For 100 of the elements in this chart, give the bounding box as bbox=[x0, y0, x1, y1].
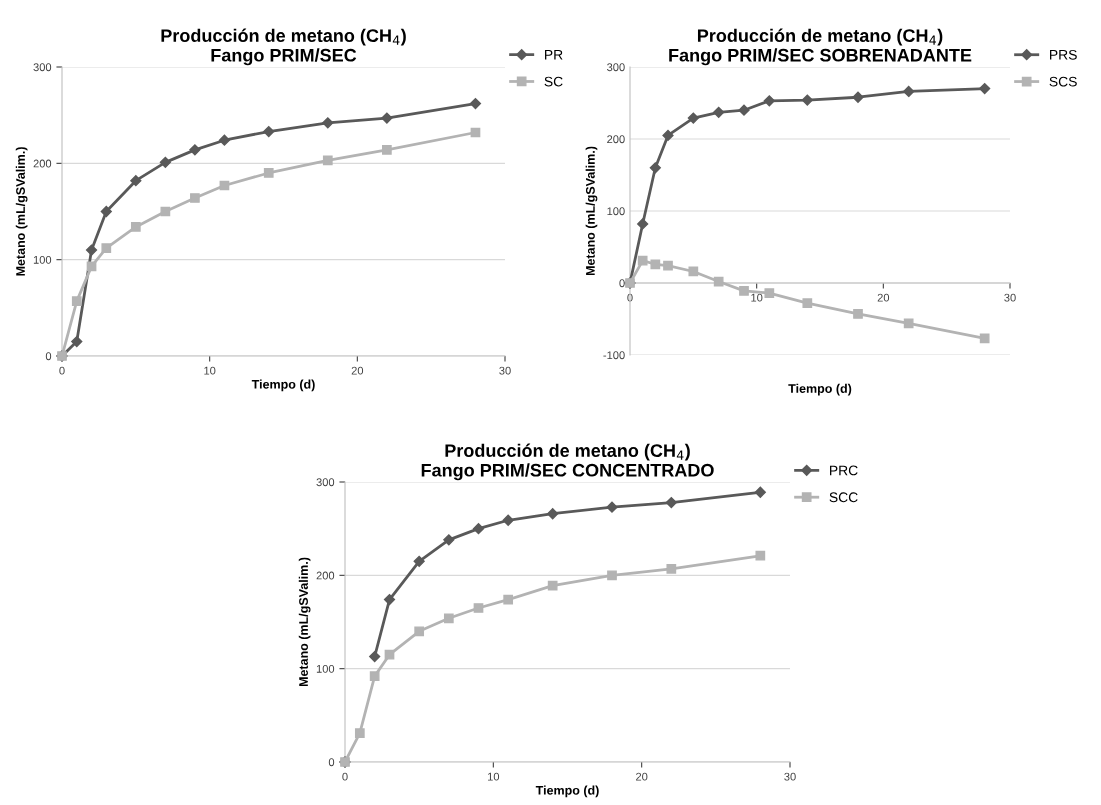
point bbox=[503, 594, 514, 605]
point bbox=[979, 82, 991, 95]
point bbox=[369, 650, 381, 663]
point bbox=[764, 288, 775, 298]
point bbox=[903, 318, 914, 329]
point bbox=[649, 162, 661, 174]
y-tick-label: 0 bbox=[328, 758, 335, 767]
legend-label: SCS bbox=[1049, 76, 1077, 87]
y-axis-title: Metano (mL/gSValim.) bbox=[585, 146, 598, 276]
point bbox=[607, 570, 617, 581]
legend-label: PR bbox=[545, 49, 563, 60]
x-tick-label: 0 bbox=[342, 772, 348, 781]
x-tick-label: 20 bbox=[351, 366, 364, 375]
point bbox=[369, 671, 380, 681]
point bbox=[322, 117, 334, 129]
x-tick-label: 10 bbox=[488, 772, 500, 781]
y-tick-label: 100 bbox=[316, 664, 335, 673]
point bbox=[979, 333, 990, 344]
point bbox=[547, 580, 558, 591]
x-tick-label: 0 bbox=[59, 366, 65, 375]
legend-label: PRS bbox=[1050, 49, 1077, 60]
point bbox=[322, 155, 333, 166]
point bbox=[71, 335, 83, 348]
point bbox=[469, 98, 482, 110]
x-tick-label: 30 bbox=[784, 772, 796, 781]
x-tick-label: 0 bbox=[627, 293, 633, 302]
point bbox=[130, 222, 141, 232]
point bbox=[354, 728, 365, 738]
point bbox=[100, 205, 112, 218]
point bbox=[382, 144, 392, 155]
point bbox=[606, 501, 618, 513]
point bbox=[190, 193, 200, 203]
legend-label: SC bbox=[544, 76, 563, 87]
point bbox=[472, 523, 485, 535]
y-tick-label: 200 bbox=[33, 159, 52, 168]
point bbox=[687, 112, 699, 124]
point bbox=[739, 286, 749, 296]
point bbox=[637, 255, 648, 266]
point bbox=[218, 134, 231, 146]
y-tick-label: 300 bbox=[33, 63, 52, 72]
y-axis-title: Metano (mL/gSValim.) bbox=[298, 557, 311, 687]
point bbox=[713, 106, 725, 118]
chart-title: Producción de metano (CH$_{4}$) Fango PRIM/SEC bbox=[161, 28, 406, 66]
y-tick-label: 0 bbox=[619, 279, 625, 288]
point bbox=[263, 125, 275, 138]
point bbox=[130, 175, 142, 187]
point bbox=[381, 112, 393, 124]
point bbox=[263, 168, 274, 178]
point bbox=[473, 603, 484, 613]
point bbox=[763, 95, 775, 107]
x-tick-label: 30 bbox=[499, 366, 511, 375]
y-tick-label: 100 bbox=[33, 255, 52, 264]
x-tick-label: 30 bbox=[1004, 293, 1016, 302]
point bbox=[159, 156, 171, 168]
y-tick-label: 200 bbox=[316, 571, 335, 580]
point bbox=[443, 613, 454, 624]
y-tick-label: 0 bbox=[45, 352, 52, 361]
point bbox=[666, 563, 677, 574]
legend-label: PRC bbox=[830, 465, 858, 476]
x-tick-label: 20 bbox=[877, 293, 890, 302]
point bbox=[754, 486, 766, 498]
y-tick-label: -100 bbox=[603, 351, 625, 360]
point bbox=[650, 259, 661, 270]
y-tick-label: 100 bbox=[607, 207, 625, 216]
point bbox=[384, 649, 395, 660]
point bbox=[688, 266, 699, 277]
x-axis-title: Tiempo (d) bbox=[535, 785, 599, 798]
point bbox=[443, 534, 455, 546]
point bbox=[802, 298, 813, 309]
point bbox=[738, 104, 750, 116]
point bbox=[853, 309, 863, 319]
point bbox=[665, 496, 677, 509]
y-tick-label: 300 bbox=[316, 478, 335, 487]
point bbox=[502, 514, 514, 526]
point bbox=[383, 593, 396, 606]
point bbox=[662, 129, 674, 142]
point bbox=[755, 550, 766, 561]
x-tick-label: 20 bbox=[636, 772, 648, 781]
point bbox=[414, 626, 425, 637]
x-tick-label: 10 bbox=[751, 293, 763, 302]
y-tick-label: 200 bbox=[607, 135, 625, 144]
point bbox=[101, 243, 112, 253]
legend-label: SCC bbox=[829, 492, 858, 503]
point bbox=[903, 85, 915, 98]
x-axis-title: Tiempo (d) bbox=[788, 383, 852, 396]
x-axis-title: Tiempo (d) bbox=[251, 379, 315, 392]
point bbox=[663, 260, 673, 271]
y-axis-title: Metano (mL/gSValim.) bbox=[15, 147, 28, 276]
point bbox=[189, 144, 201, 156]
y-tick-label: 300 bbox=[607, 63, 625, 72]
chart-title: Producción de metano (CH$_{4}$) Fango PRIM/SEC CONCENTRADO bbox=[421, 443, 714, 481]
point bbox=[71, 296, 82, 306]
x-tick-label: 10 bbox=[204, 366, 216, 375]
point bbox=[637, 218, 649, 230]
point bbox=[852, 91, 864, 103]
chart-title: Producción de metano (CH$_{4}$) Fango PRIM/SEC SOBRENADANTE bbox=[669, 28, 972, 66]
point bbox=[713, 276, 724, 287]
point bbox=[85, 244, 98, 256]
point bbox=[547, 508, 559, 520]
point bbox=[413, 555, 425, 567]
